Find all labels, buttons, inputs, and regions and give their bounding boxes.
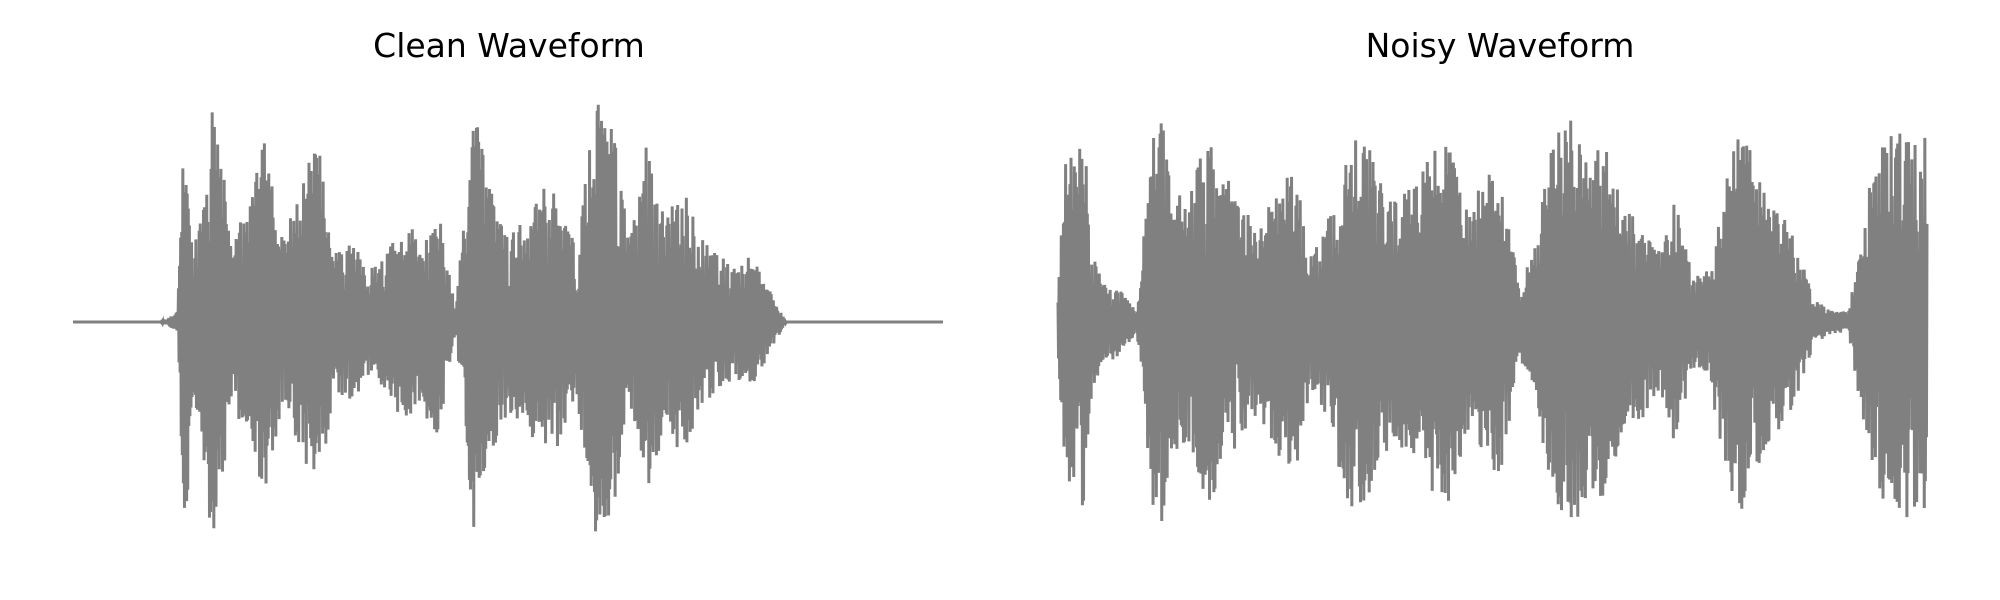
clean-waveform-panel: Clean Waveform <box>73 26 943 532</box>
clean-waveform-plot <box>73 104 943 532</box>
noisy-waveform-panel: Noisy Waveform <box>1000 0 2000 600</box>
noisy-waveform-plot <box>1056 120 1929 521</box>
chart-title: Clean Waveform <box>373 26 645 65</box>
noisy-waveform-line <box>1056 120 1929 521</box>
chart-title: Noisy Waveform <box>1365 26 1635 65</box>
clean-waveform-line <box>73 104 943 532</box>
